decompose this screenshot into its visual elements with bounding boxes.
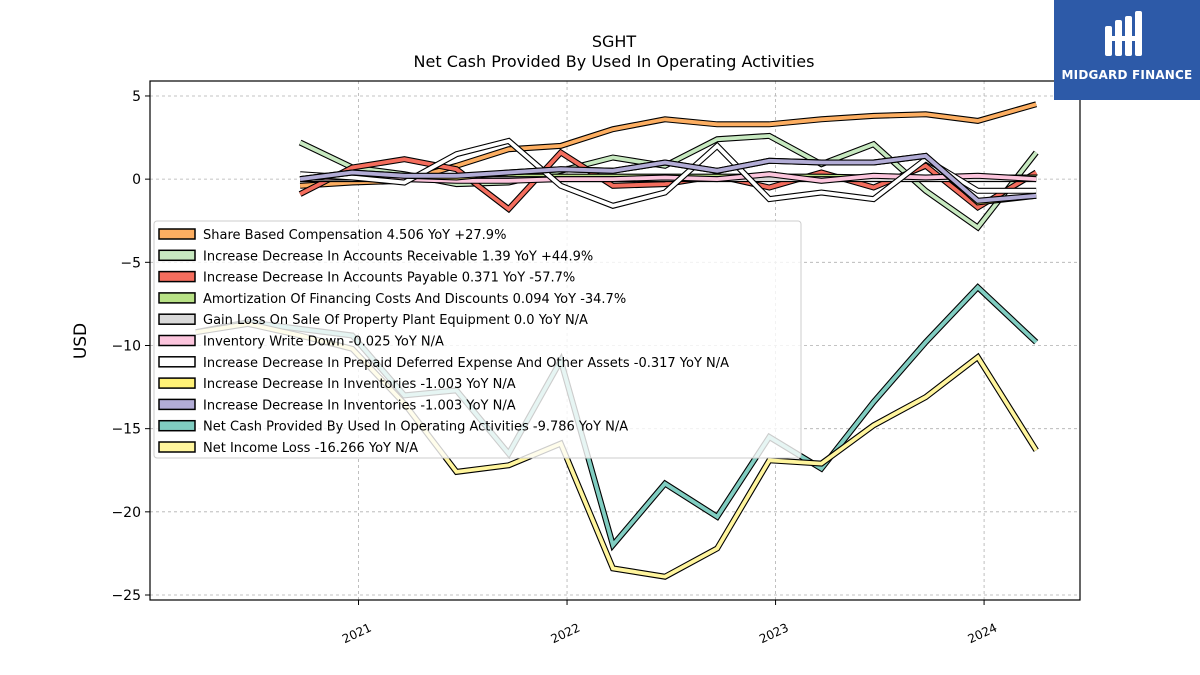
legend-label: Share Based Compensation 4.506 YoY +27.9…: [203, 228, 506, 243]
legend-frame: [153, 220, 802, 459]
legend-item: Increase Decrease In Prepaid Deferred Ex…: [158, 356, 729, 371]
legend-label: Gain Loss On Sale Of Property Plant Equi…: [203, 313, 588, 328]
y-tick-label: −15: [111, 422, 141, 438]
legend-swatch: [158, 270, 196, 283]
legend-label: Increase Decrease In Accounts Payable 0.…: [203, 271, 575, 286]
legend-label: Net Cash Provided By Used In Operating A…: [203, 420, 628, 435]
legend-item: Increase Decrease In Accounts Receivable…: [158, 249, 593, 264]
y-tick-label: −25: [111, 588, 141, 604]
brand-logo: MIDGARD FINANCE: [1054, 0, 1200, 100]
series-line: [300, 172, 1037, 183]
legend-label: Net Income Loss -16.266 YoY N/A: [203, 441, 418, 456]
legend: Share Based Compensation 4.506 YoY +27.9…: [153, 220, 802, 459]
legend-label: Increase Decrease In Accounts Receivable…: [203, 249, 593, 264]
y-tick-label: −5: [120, 255, 141, 271]
legend-label: Inventory Write Down -0.025 YoY N/A: [203, 335, 444, 350]
x-tick-label: 2023: [757, 621, 791, 647]
y-tick-label: −10: [111, 338, 141, 354]
legend-item: Gain Loss On Sale Of Property Plant Equi…: [158, 313, 588, 328]
legend-item: Net Cash Provided By Used In Operating A…: [158, 419, 628, 435]
legend-label: Increase Decrease In Inventories -1.003 …: [203, 377, 516, 392]
series-8: [299, 152, 1037, 204]
legend-item: Increase Decrease In Inventories -1.003 …: [158, 398, 516, 413]
legend-label: Amortization Of Financing Costs And Disc…: [203, 292, 626, 307]
y-axis: 5 0 −5 −10 −15 −20 −25: [111, 89, 150, 604]
series-5: [300, 171, 1037, 184]
logo-mark-icon: [1105, 11, 1142, 56]
legend-swatch: [158, 441, 196, 453]
legend-swatch: [158, 334, 196, 347]
y-tick-label: −20: [111, 505, 141, 521]
x-tick-label: 2024: [966, 621, 1000, 647]
legend-item: Amortization Of Financing Costs And Disc…: [158, 292, 626, 307]
y-tick-label: 5: [132, 89, 141, 105]
chart-title: SGHT: [592, 32, 637, 51]
plot-frame: [149, 80, 1081, 601]
legend-swatch: [158, 313, 196, 325]
legend-swatch: [158, 377, 196, 389]
legend-swatch: [158, 292, 196, 304]
series-line: [299, 153, 1037, 203]
y-axis-label: USD: [71, 323, 91, 359]
legend-swatch: [158, 398, 196, 411]
legend-item: Net Income Loss -16.266 YoY N/A: [158, 441, 418, 456]
chart-subtitle: Net Cash Provided By Used In Operating A…: [414, 52, 815, 71]
legend-item: Share Based Compensation 4.506 YoY +27.9…: [158, 228, 506, 243]
legend-swatch: [158, 228, 196, 240]
legend-swatch: [158, 249, 196, 262]
x-tick-label: 2021: [340, 621, 374, 647]
x-axis: 2021 2022 2023 2024: [340, 600, 999, 646]
legend-item: Inventory Write Down -0.025 YoY N/A: [158, 334, 444, 350]
legend-label: Increase Decrease In Prepaid Deferred Ex…: [203, 356, 729, 371]
legend-item: Increase Decrease In Accounts Payable 0.…: [158, 270, 575, 286]
logo-text: MIDGARD FINANCE: [1061, 68, 1193, 82]
legend-swatch: [158, 419, 196, 432]
legend-swatch: [158, 356, 196, 368]
y-tick-label: 0: [132, 172, 141, 188]
legend-label: Increase Decrease In Inventories -1.003 …: [203, 398, 516, 413]
legend-item: Increase Decrease In Inventories -1.003 …: [158, 377, 516, 392]
x-tick-label: 2022: [549, 621, 583, 647]
